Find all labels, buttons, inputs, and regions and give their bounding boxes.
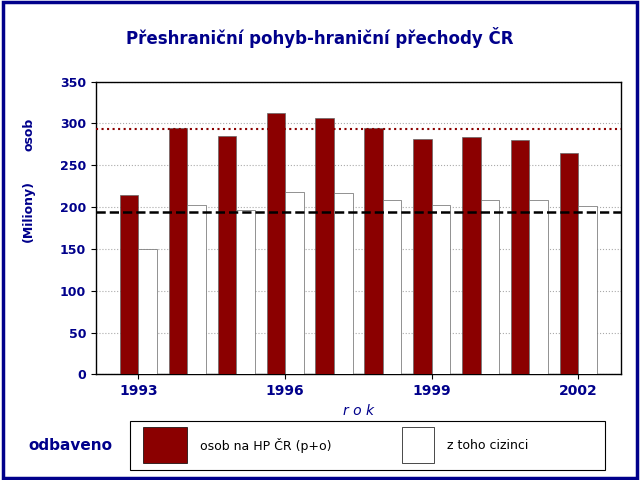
- Bar: [218, 136, 236, 374]
- Bar: [403, 427, 434, 463]
- Bar: [316, 119, 334, 374]
- Bar: [432, 204, 451, 374]
- Text: osob na HP ČR (p+o): osob na HP ČR (p+o): [200, 438, 331, 453]
- Bar: [120, 194, 138, 374]
- Bar: [169, 128, 188, 374]
- Bar: [364, 128, 383, 374]
- Text: z toho cizinci: z toho cizinci: [447, 439, 528, 452]
- Bar: [529, 200, 548, 374]
- Bar: [579, 206, 597, 374]
- Text: (Miliony): (Miliony): [22, 180, 35, 242]
- Bar: [511, 140, 529, 374]
- Bar: [266, 112, 285, 374]
- Bar: [236, 210, 255, 374]
- Bar: [285, 192, 303, 374]
- Bar: [188, 204, 206, 374]
- X-axis label: r o k: r o k: [343, 404, 374, 418]
- Bar: [143, 427, 187, 463]
- Bar: [130, 420, 605, 470]
- Bar: [138, 249, 157, 374]
- Bar: [383, 200, 401, 374]
- Bar: [462, 137, 481, 374]
- Bar: [560, 153, 579, 374]
- Bar: [481, 200, 499, 374]
- Text: osob: osob: [22, 118, 35, 151]
- Text: odbaveno: odbaveno: [29, 438, 113, 453]
- Bar: [413, 139, 432, 374]
- Bar: [334, 193, 353, 374]
- Text: Přeshraniční pohyb-hraniční přechody ČR: Přeshraniční pohyb-hraniční přechody ČR: [126, 27, 514, 48]
